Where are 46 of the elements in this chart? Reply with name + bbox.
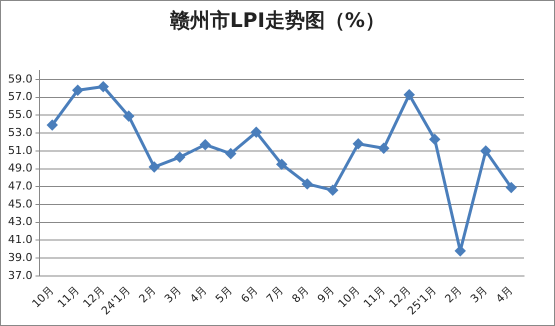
point	[429, 134, 440, 145]
point	[225, 148, 236, 160]
point	[327, 184, 338, 196]
x-tick-label: 6月	[238, 284, 260, 306]
y-tick-label: 45.0	[8, 197, 32, 210]
y-tick-label: 57.0	[8, 90, 32, 104]
point	[404, 89, 415, 100]
point	[72, 84, 84, 96]
point	[174, 152, 186, 163]
point	[46, 120, 58, 131]
point	[506, 182, 517, 194]
x-tick-label: 5月	[212, 284, 235, 306]
point	[378, 142, 390, 154]
y-tick-label: 43.0	[8, 215, 32, 228]
x-tick-label: 7月	[264, 284, 286, 306]
x-tick-label: 11月	[361, 284, 388, 310]
x-tick-label: 4月	[187, 284, 210, 306]
point	[352, 138, 364, 150]
x-tick-label: 9月	[314, 284, 337, 306]
y-tick-label: 53.0	[8, 126, 32, 139]
y-tick-label: 49.0	[8, 162, 32, 175]
x-tick-label: 3月	[468, 284, 490, 306]
y-tick-label: 39.0	[8, 250, 32, 264]
x-tick-label: 4月	[493, 284, 516, 306]
x-tick-label: 2月	[442, 284, 464, 306]
point	[250, 126, 262, 138]
x-tick-label: 8月	[289, 284, 312, 306]
x-tick-label: 11月	[55, 284, 82, 310]
chart-title: 赣州市LPI走势图（%）	[169, 7, 386, 34]
x-tick-label: 10月	[336, 284, 362, 310]
point	[302, 178, 313, 190]
point	[276, 158, 288, 170]
point	[480, 145, 492, 156]
y-tick-label: 41.0	[8, 233, 32, 246]
y-tick-label: 47.0	[8, 180, 32, 192]
point	[98, 81, 109, 92]
y-tick-label: 51.0	[8, 144, 32, 157]
x-tick-label: 3月	[162, 284, 184, 306]
y-tick-label: 37.0	[8, 268, 32, 282]
point	[200, 139, 211, 150]
x-tick-label: 10月	[30, 284, 56, 310]
x-tick-label: 2月	[136, 284, 158, 306]
point	[123, 110, 134, 122]
point	[148, 162, 160, 173]
y-tick-label: 59.0	[8, 72, 32, 86]
y-tick-label: 55.0	[8, 108, 32, 122]
